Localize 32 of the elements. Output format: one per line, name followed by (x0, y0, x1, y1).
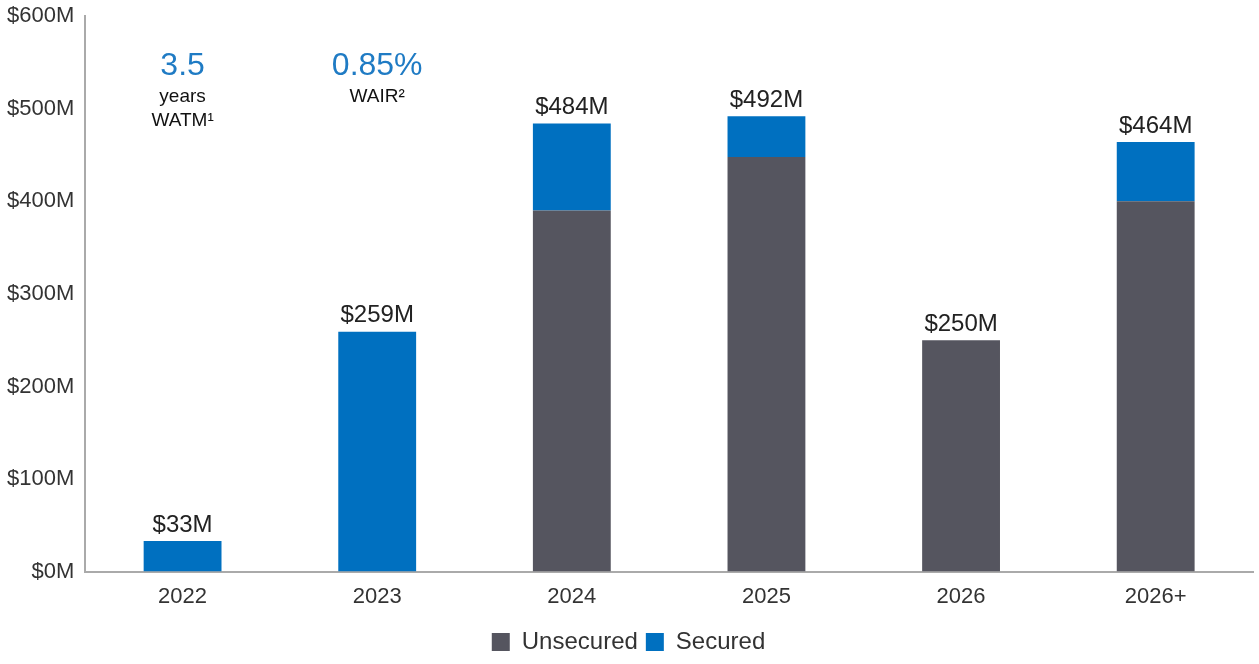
bar (922, 340, 1000, 572)
total-label: $250M (924, 308, 998, 336)
annotation: 3.5 years WATM¹ (151, 46, 214, 130)
y-tick-label: $100M (6, 465, 75, 491)
x-tick-label: 2022 (158, 582, 208, 608)
total-label: $484M (535, 92, 609, 120)
bar (532, 123, 611, 211)
legend-label: Unsecured (521, 626, 638, 654)
x-tick-label: 2023 (352, 582, 402, 608)
bar (143, 541, 222, 572)
total-label: $259M (340, 300, 414, 328)
bar (727, 156, 806, 572)
bar (532, 210, 611, 572)
y-tick-label: $200M (6, 372, 75, 398)
total-label: $464M (1118, 110, 1193, 138)
bar (1116, 201, 1195, 572)
bar (727, 116, 806, 157)
total-label: $492M (729, 84, 804, 112)
total-label: $33M (152, 509, 213, 537)
y-tick-label: $500M (6, 94, 75, 120)
y-tick-label: $600M (6, 2, 75, 28)
bar (1116, 142, 1195, 202)
y-tick-label: $0M (31, 557, 75, 583)
y-tick-label: $400M (6, 187, 75, 213)
x-tick-label: 2026+ (1124, 582, 1187, 608)
y-tick-label: $300M (6, 279, 75, 305)
annotation: 0.85% WAIR² (331, 46, 423, 106)
bar (338, 331, 417, 572)
x-tick-label: 2026 (936, 582, 986, 608)
legend-label: Secured (675, 626, 766, 654)
x-tick-label: 2025 (741, 582, 791, 608)
x-tick-label: 2024 (547, 582, 597, 608)
